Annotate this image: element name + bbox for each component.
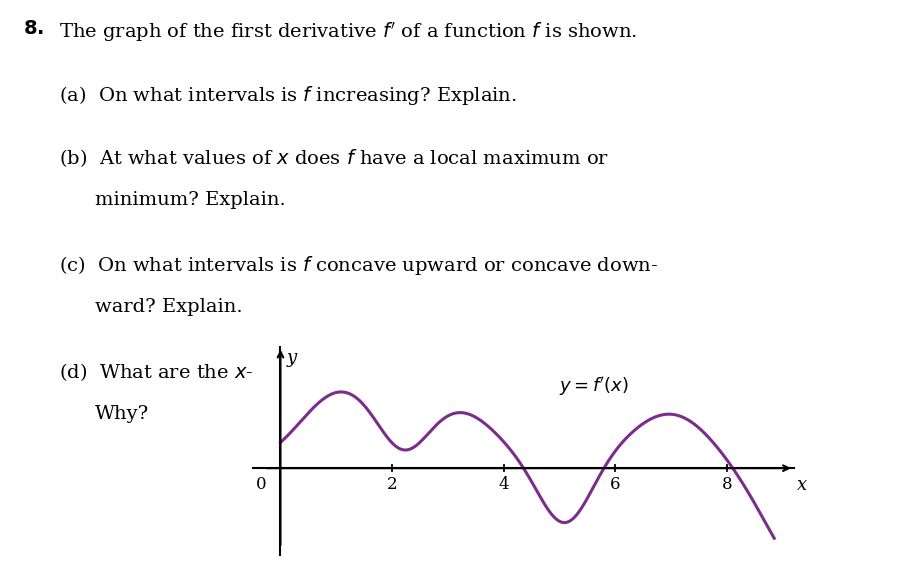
Text: (d)  What are the $x$-coordinates of the inflection points of $f$?: (d) What are the $x$-coordinates of the … (59, 361, 648, 384)
Text: $\mathbf{8.}$: $\mathbf{8.}$ (23, 20, 43, 38)
Text: minimum? Explain.: minimum? Explain. (95, 191, 285, 209)
Text: 6: 6 (610, 476, 621, 493)
Text: 0: 0 (255, 476, 266, 493)
Text: 8: 8 (722, 476, 732, 493)
Text: ward? Explain.: ward? Explain. (95, 298, 243, 316)
Text: 2: 2 (387, 476, 398, 493)
Text: $y = f'(x)$: $y = f'(x)$ (559, 375, 630, 398)
Text: The graph of the first derivative $f'$ of a function $f$ is shown.: The graph of the first derivative $f'$ o… (59, 20, 637, 45)
Text: (c)  On what intervals is $f$ concave upward or concave down-: (c) On what intervals is $f$ concave upw… (59, 254, 658, 277)
Text: y: y (287, 349, 298, 366)
Text: (b)  At what values of $x$ does $f$ have a local maximum or: (b) At what values of $x$ does $f$ have … (59, 147, 609, 169)
Text: Why?: Why? (95, 405, 149, 423)
Text: (a)  On what intervals is $f$ increasing? Explain.: (a) On what intervals is $f$ increasing?… (59, 84, 517, 107)
Text: x: x (796, 476, 806, 494)
Text: 4: 4 (498, 476, 509, 493)
